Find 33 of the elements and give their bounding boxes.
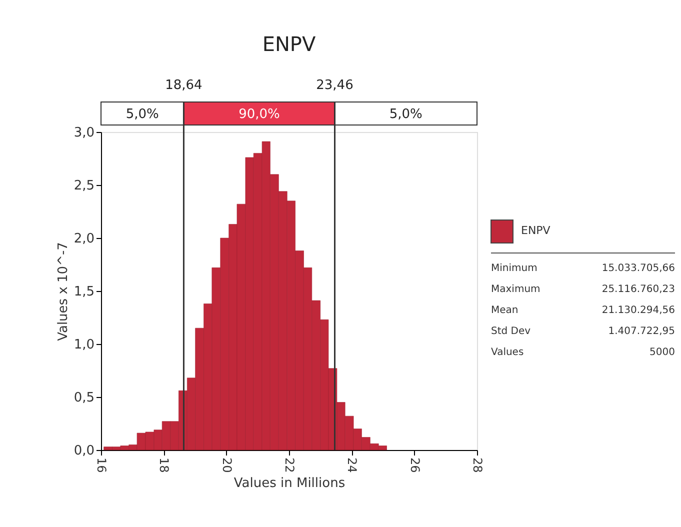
y-tick-label: 2,5 <box>74 178 94 194</box>
text: 5,0% <box>389 107 422 122</box>
text: Values <box>491 347 524 358</box>
y-tick-label: 1,0 <box>74 338 94 352</box>
legend-label: ENPV <box>521 224 551 237</box>
x-tick-label: 16 <box>94 458 108 473</box>
text: 5,0% <box>126 107 159 122</box>
y-axis-title: Values x 10^-7 <box>56 242 71 341</box>
y-tick-label: 3,0 <box>74 126 94 140</box>
x-tick-label: 20 <box>220 458 234 473</box>
x-tick-label: 18 <box>157 458 172 473</box>
text: 21.130.294,56 <box>602 305 675 316</box>
text: Std Dev <box>491 326 531 337</box>
y-tick-label: 1,5 <box>74 284 94 300</box>
text: Maximum <box>491 284 540 295</box>
text: 15.033.705,66 <box>602 263 675 274</box>
y-tick-label: 2,0 <box>74 232 94 246</box>
x-tick-label: 28 <box>470 458 484 473</box>
text: 25.116.760,23 <box>602 284 675 295</box>
text: Mean <box>491 305 518 316</box>
text: Minimum <box>491 263 538 274</box>
y-tick-label: 0,5 <box>74 390 94 406</box>
ref-line-label: 23,46 <box>316 78 354 93</box>
x-axis-title: Values in Millions <box>234 476 346 491</box>
x-tick-label: 24 <box>345 458 360 473</box>
x-tick-label: 26 <box>408 458 422 473</box>
ref-line-label: 18,64 <box>165 78 202 93</box>
y-tick-label: 0,0 <box>74 444 94 458</box>
text: 90,0% <box>238 107 280 122</box>
chart-title: ENPV <box>262 32 316 56</box>
text: 1.407.722,95 <box>608 326 675 337</box>
x-tick-label: 22 <box>282 458 296 473</box>
text: 5000 <box>650 347 675 358</box>
